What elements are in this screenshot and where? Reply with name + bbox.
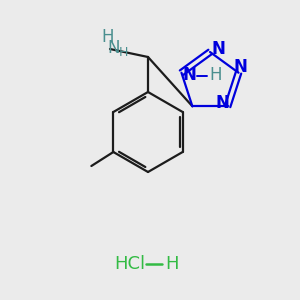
Text: H: H — [118, 46, 128, 59]
Text: N: N — [234, 58, 248, 76]
Text: H: H — [209, 66, 222, 84]
Text: N: N — [216, 94, 230, 112]
Text: H: H — [165, 255, 179, 273]
Text: N: N — [182, 66, 197, 84]
Text: N: N — [108, 39, 120, 57]
Text: N: N — [211, 40, 225, 58]
Text: HCl: HCl — [114, 255, 146, 273]
Text: H: H — [102, 28, 114, 46]
